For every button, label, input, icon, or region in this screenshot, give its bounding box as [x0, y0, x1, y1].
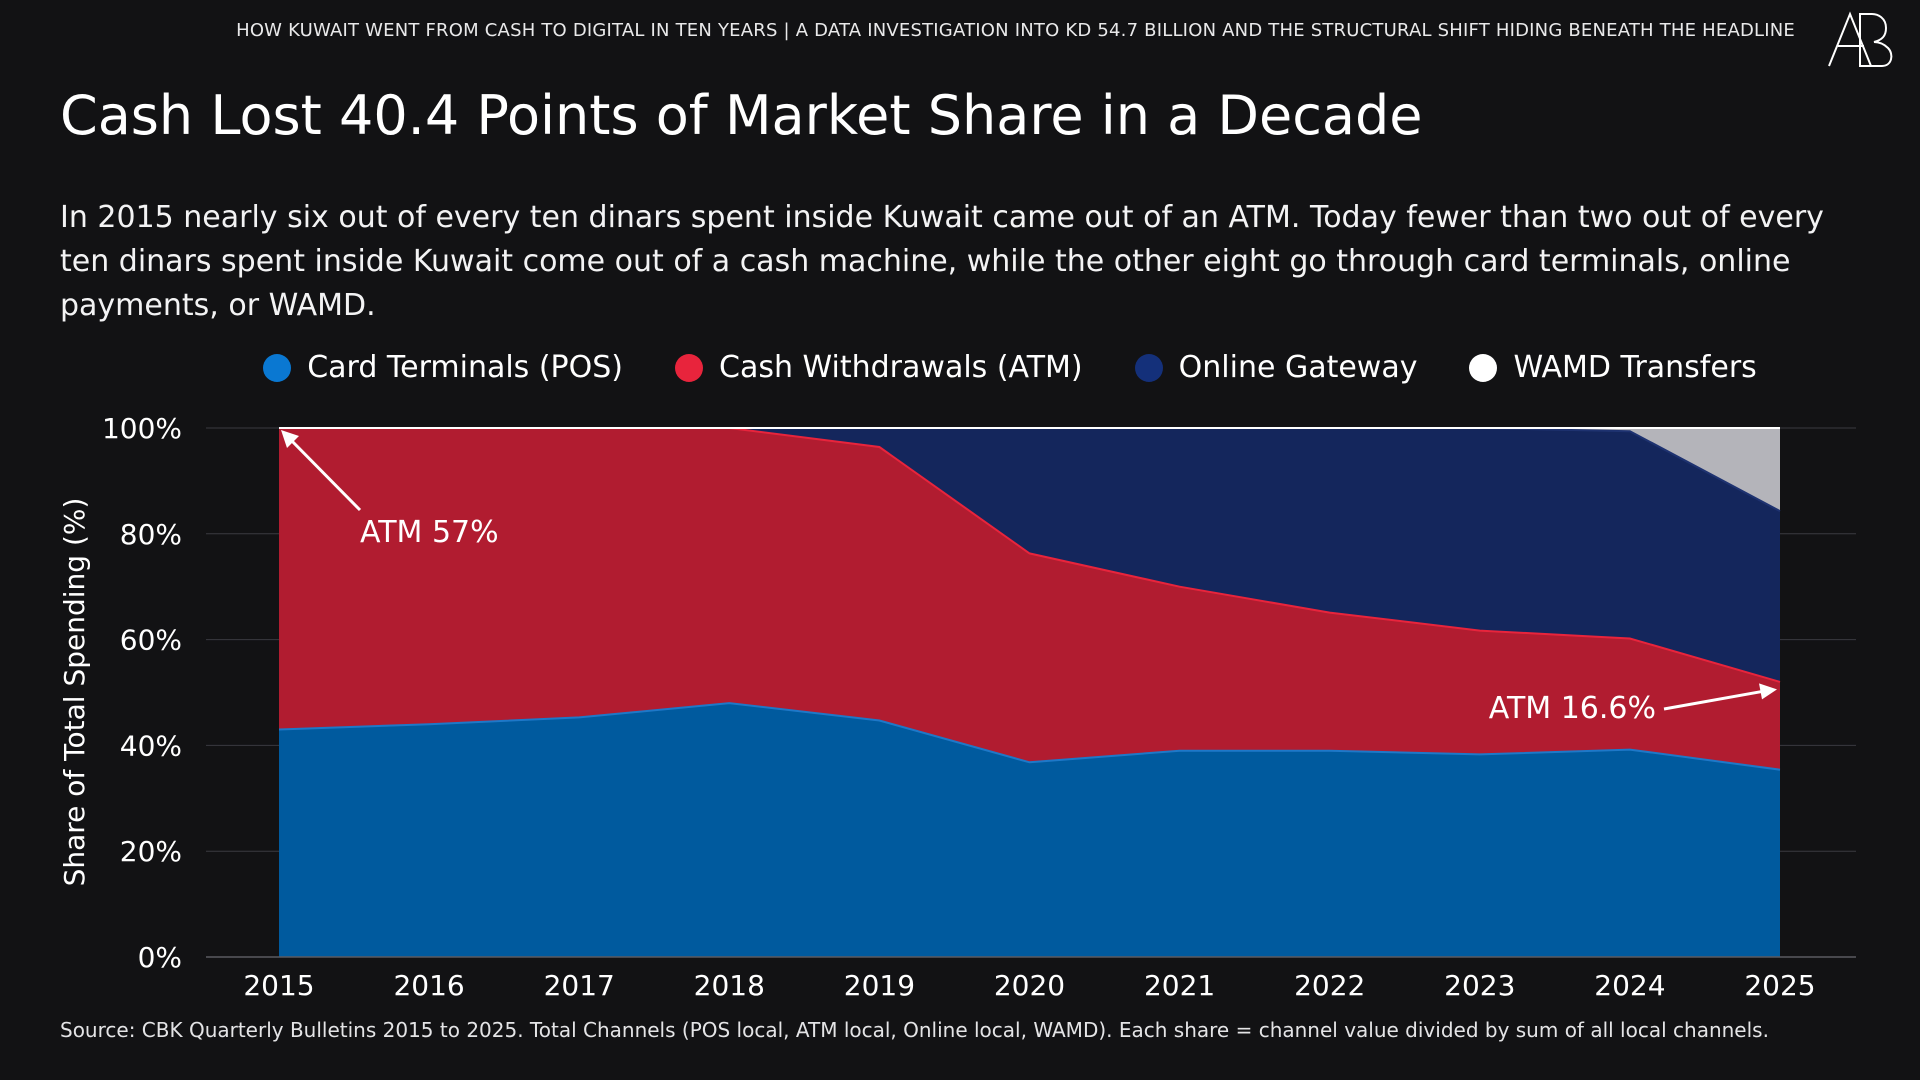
chart-subtitle: In 2015 nearly six out of every ten dina… — [60, 200, 1824, 323]
legend-label-online: Online Gateway — [1178, 350, 1418, 385]
chart-legend: Card Terminals (POS) Cash Withdrawals (A… — [0, 350, 1920, 385]
y-tick-label-100: 100% — [102, 412, 182, 445]
x-tick-label-2015: 2015 — [243, 969, 314, 1002]
area-layer — [279, 428, 1780, 957]
source-note: Source: CBK Quarterly Bulletins 2015 to … — [60, 1018, 1769, 1042]
x-tick-label-2017: 2017 — [544, 969, 615, 1002]
legend-swatch-wamd — [1469, 353, 1498, 382]
y-tick-label-20: 20% — [120, 835, 182, 868]
line-pos — [278, 702, 1781, 771]
legend-swatch-pos — [263, 353, 292, 382]
x-tick-label-2018: 2018 — [694, 969, 765, 1002]
legend-swatch-online — [1134, 353, 1163, 382]
x-tick-label-2025: 2025 — [1744, 969, 1815, 1002]
page-title: Cash Lost 40.4 Points of Market Share in… — [60, 84, 1423, 147]
legend-label-pos: Card Terminals (POS) — [307, 350, 624, 385]
annotation-arrowhead-atm-2015 — [281, 430, 299, 448]
y-axis-title: Share of Total Spending (%) — [58, 498, 91, 887]
legend-label-wamd: WAMD Transfers — [1513, 350, 1757, 385]
report-kicker: HOW KUWAIT WENT FROM CASH TO DIGITAL IN … — [236, 20, 1795, 41]
legend-label-atm: Cash Withdrawals (ATM) — [719, 350, 1083, 385]
axis-layer: 0% 20% 40% 60% 80% 100% 2015 2016 2017 2018 2019 20… — [58, 412, 1856, 1002]
x-tick-label-2024: 2024 — [1594, 969, 1665, 1002]
legend-item-wamd: WAMD Transfers — [1469, 350, 1757, 385]
annotation-label-atm-2015: ATM 57% — [360, 515, 499, 550]
line-layer — [278, 427, 1781, 771]
y-tick-label-40: 40% — [120, 729, 182, 762]
x-tick-label-2016: 2016 — [393, 969, 464, 1002]
x-tick-label-2023: 2023 — [1444, 969, 1515, 1002]
legend-item-online: Online Gateway — [1134, 350, 1418, 385]
x-tick-label-2022: 2022 — [1294, 969, 1365, 1002]
annotation-label-atm-2025: ATM 16.6% — [1489, 691, 1656, 726]
y-tick-label-80: 80% — [120, 518, 182, 551]
annotation-arrow-atm-2025 — [1663, 689, 1764, 711]
y-tick-label-0: 0% — [138, 941, 182, 974]
legend-swatch-atm — [675, 353, 704, 382]
ab-logo-icon — [1828, 11, 1893, 67]
annotation-layer: ATM 57% ATM 16.6% — [281, 430, 1777, 726]
y-tick-label-60: 60% — [120, 624, 182, 657]
area-online — [279, 428, 1780, 682]
legend-item-atm: Cash Withdrawals (ATM) — [675, 350, 1083, 385]
annotation-arrow-atm-2015 — [285, 434, 362, 512]
annotation-arrowhead-atm-2025 — [1759, 683, 1777, 700]
x-tick-label-2019: 2019 — [844, 969, 915, 1002]
area-pos — [279, 703, 1780, 957]
x-tick-label-2021: 2021 — [1144, 969, 1215, 1002]
area-atm — [279, 428, 1780, 770]
legend-item-pos: Card Terminals (POS) — [263, 350, 623, 385]
x-tick-label-2020: 2020 — [994, 969, 1065, 1002]
